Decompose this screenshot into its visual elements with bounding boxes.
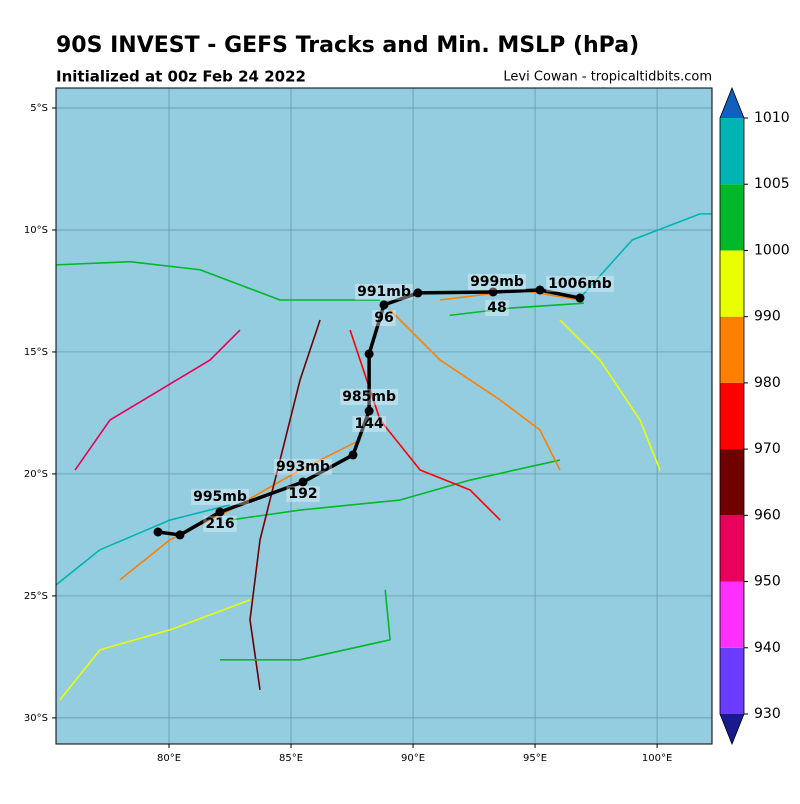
title: 90S INVEST - GEFS Tracks and Min. MSLP (… xyxy=(56,33,639,58)
label-bg xyxy=(203,515,237,532)
colorbar-bin xyxy=(720,449,744,516)
map-area xyxy=(56,88,712,744)
track-point xyxy=(413,288,423,298)
track-point xyxy=(153,527,163,537)
colorbar-tick-label: 960 xyxy=(754,507,781,523)
label-bg xyxy=(355,283,413,300)
colorbar-bin xyxy=(720,184,744,251)
member-track xyxy=(59,599,251,701)
track-point xyxy=(535,285,545,295)
label-bg xyxy=(352,415,386,432)
y-tick-label: 20°S xyxy=(24,469,48,480)
colorbar-tick-label: 1005 xyxy=(754,176,790,192)
map-frame xyxy=(55,87,713,745)
colorbar-tick-label: 980 xyxy=(754,375,781,391)
y-tick-label: 5°S xyxy=(30,103,48,114)
track-label: 985mb xyxy=(342,389,396,405)
colorbar-under xyxy=(720,714,744,744)
colorbar-tick-label: 1010 xyxy=(754,110,790,126)
colorbar-tick-label: 970 xyxy=(754,441,781,457)
colorbar-tick-label: 1000 xyxy=(754,242,790,258)
track-label: 96 xyxy=(374,310,393,326)
member-track xyxy=(229,459,561,521)
label-bg xyxy=(468,273,526,290)
x-tick-label: 80°E xyxy=(157,753,181,764)
member-track xyxy=(559,319,661,471)
track-point xyxy=(215,507,225,517)
label-bg xyxy=(191,488,249,505)
member-track xyxy=(56,504,231,586)
colorbar-bin xyxy=(720,581,744,648)
colorbar-over xyxy=(720,88,744,118)
label-bg xyxy=(546,275,614,292)
track-point xyxy=(488,287,498,297)
track-point xyxy=(298,477,308,487)
member-track xyxy=(389,309,561,471)
subtitle: Initialized at 00z Feb 24 2022 xyxy=(56,68,306,86)
member-track xyxy=(56,260,381,301)
colorbar-tick-label: 990 xyxy=(754,309,781,325)
label-bg xyxy=(274,458,332,475)
label-bg xyxy=(372,310,396,327)
x-tick-label: 95°E xyxy=(523,753,547,764)
track-label: 1006mb xyxy=(548,276,612,292)
y-tick-label: 10°S xyxy=(24,225,48,236)
label-bg xyxy=(340,388,399,405)
member-track xyxy=(579,213,712,299)
member-track xyxy=(74,329,241,471)
track-point xyxy=(575,293,585,303)
colorbar-tick-label: 930 xyxy=(754,706,781,722)
colorbar-bin xyxy=(720,118,744,185)
colorbar-tick-label: 950 xyxy=(754,574,781,590)
colorbar-tick-label: 940 xyxy=(754,640,781,656)
track-label: 216 xyxy=(205,516,234,532)
colorbar-bin xyxy=(720,515,744,582)
member-track xyxy=(220,589,391,661)
x-tick-label: 100°E xyxy=(642,753,672,764)
track-label: 192 xyxy=(288,486,317,502)
x-tick-label: 85°E xyxy=(279,753,303,764)
track-label: 144 xyxy=(354,416,383,432)
colorbar-bin xyxy=(720,382,744,450)
colorbar-bin xyxy=(720,647,744,714)
colorbar-bin xyxy=(720,316,744,383)
track-point xyxy=(175,530,185,540)
colorbar-bin xyxy=(720,250,744,317)
member-track xyxy=(249,319,321,690)
label-bg xyxy=(485,300,509,317)
track-label: 48 xyxy=(487,300,506,316)
member-track xyxy=(449,302,584,317)
track-label: 993mb xyxy=(276,459,330,475)
track-label: 995mb xyxy=(193,489,247,505)
mean-track xyxy=(157,288,581,537)
y-tick-label: 15°S xyxy=(24,347,48,358)
track-point xyxy=(379,300,389,310)
credit: Levi Cowan - tropicaltidbits.com xyxy=(503,70,712,85)
track-point xyxy=(364,406,374,416)
track-point xyxy=(348,450,358,460)
track-point xyxy=(364,349,374,359)
label-bg xyxy=(286,485,320,502)
y-tick-label: 30°S xyxy=(24,713,48,724)
track-label: 999mb xyxy=(470,274,524,290)
track-label: 991mb xyxy=(357,284,411,300)
x-tick-label: 90°E xyxy=(401,753,425,764)
y-tick-label: 25°S xyxy=(24,591,48,602)
